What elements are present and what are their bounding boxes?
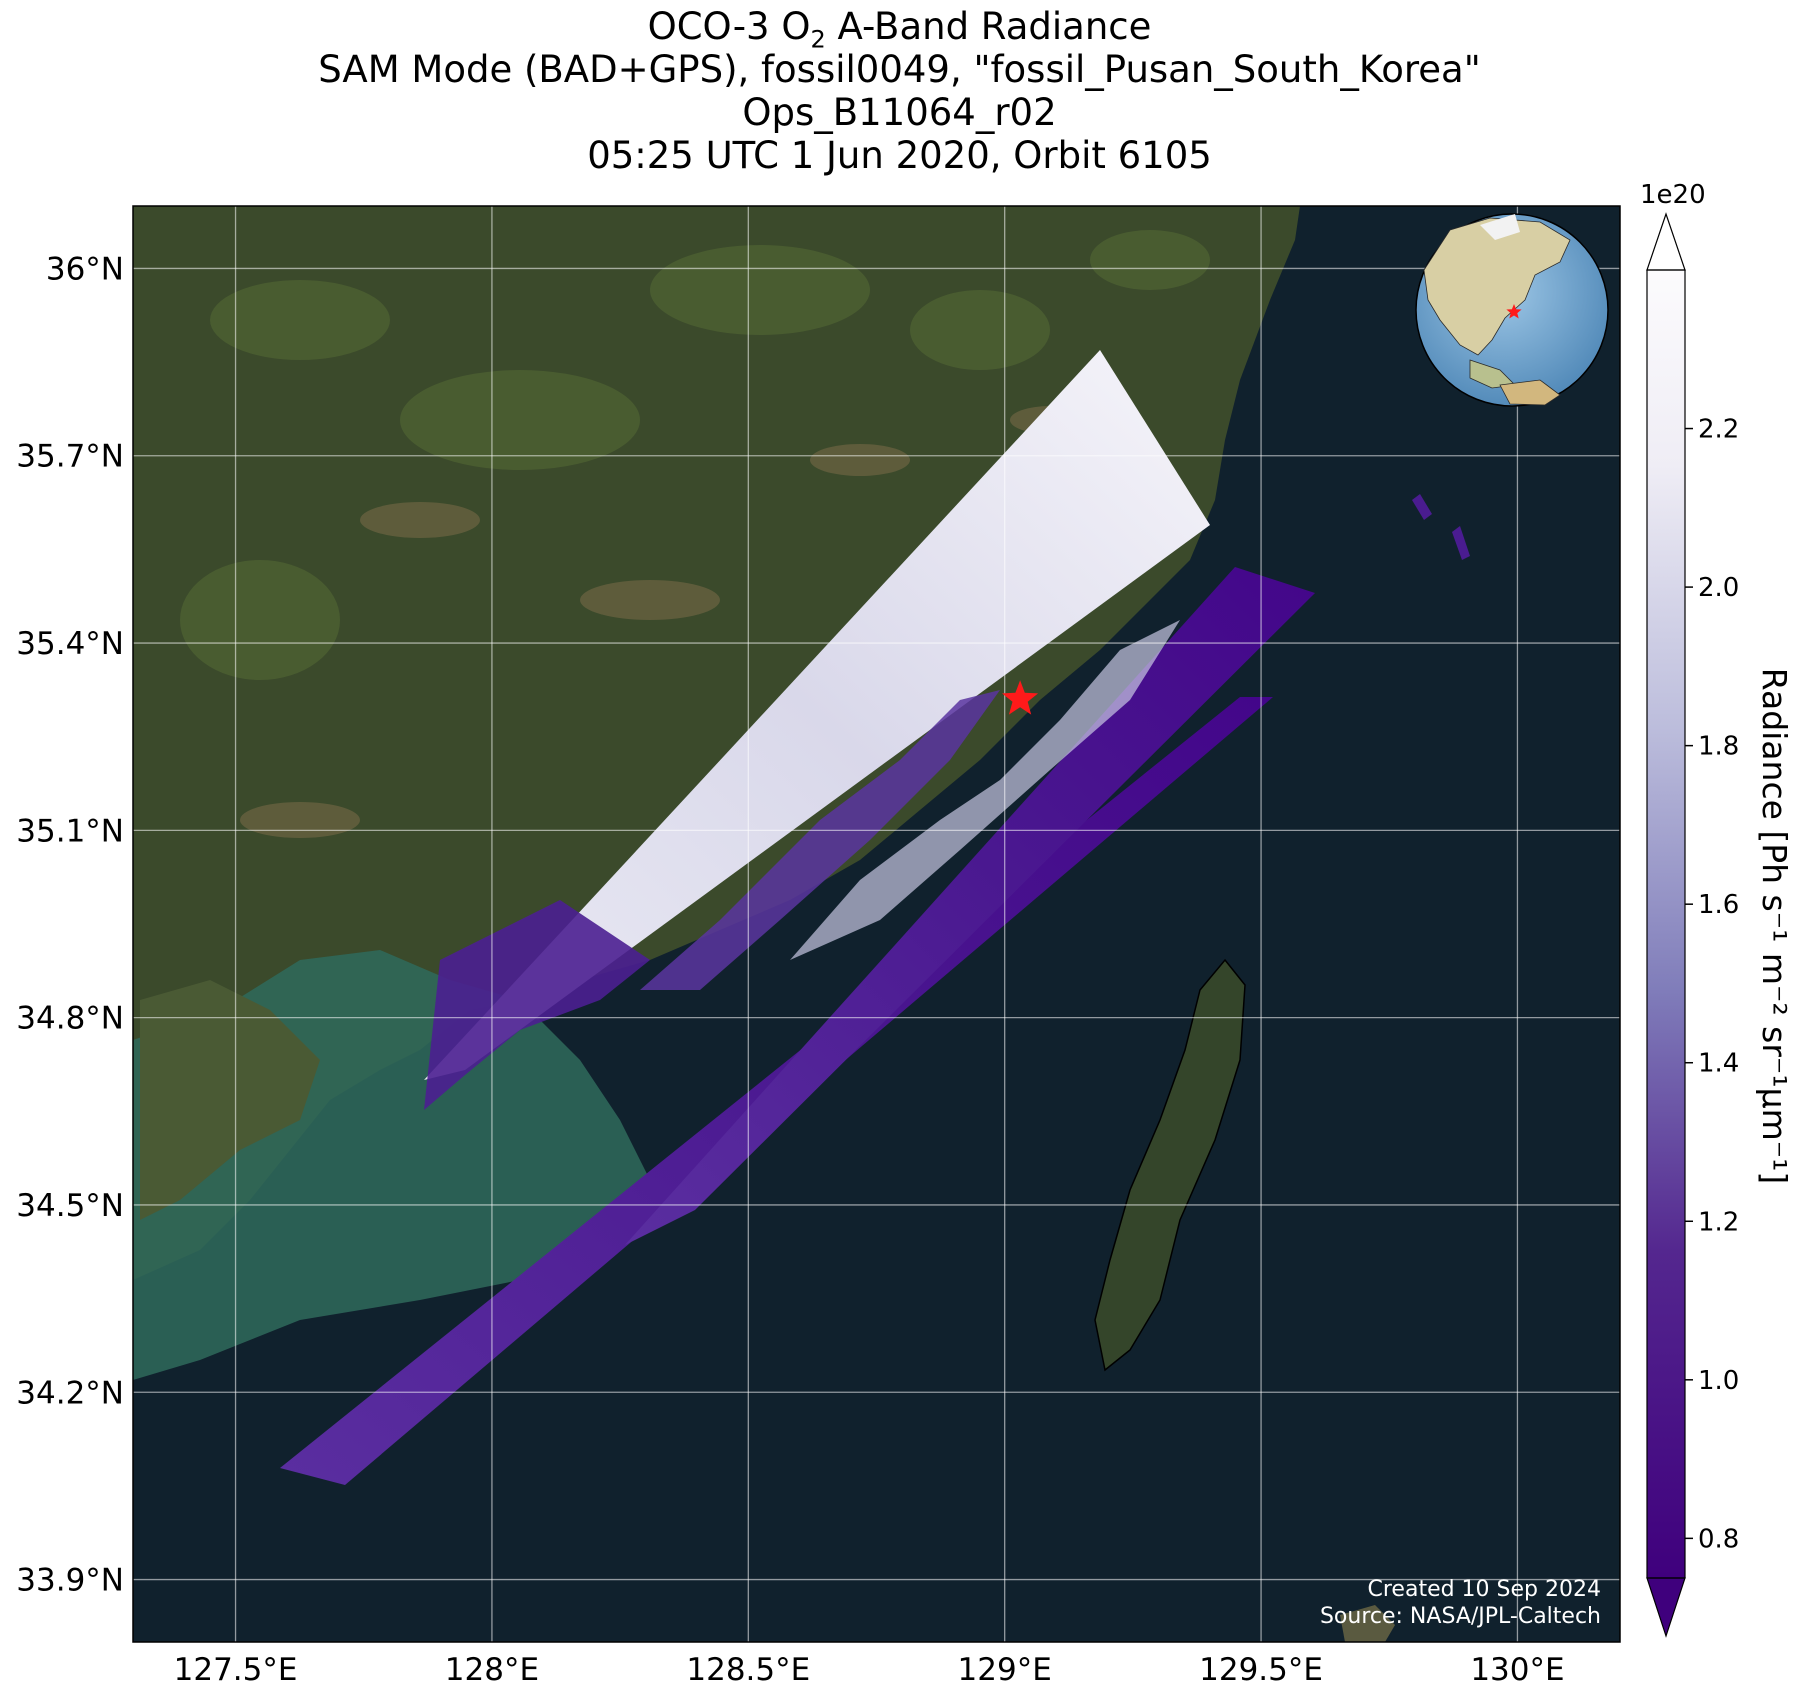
radiance-swaths [280, 350, 1315, 1485]
colorbar-tick-label: 1.2 [1698, 1207, 1739, 1237]
lat-tick-label: 34.2°N [16, 1375, 124, 1411]
lon-tick-labels: 127.5°E 128°E 128.5°E 129°E 129.5°E 130°E [174, 1652, 1565, 1688]
swath-coast-low [640, 690, 1000, 990]
lon-tick-label: 127.5°E [174, 1652, 298, 1688]
colorbar-outline [1646, 269, 1686, 1579]
globe-australia [1499, 379, 1561, 406]
swath-coast-light [790, 620, 1180, 960]
lat-tick-labels: 33.9°N 34.2°N 34.5°N 34.8°N 35.1°N 35.4°N 35.7… [16, 251, 124, 1598]
colorbar-scale: 1e20 [1640, 180, 1706, 210]
small-island-south [1340, 1605, 1395, 1642]
map-area [133, 206, 1620, 1642]
swath-fragment-1 [1412, 494, 1432, 520]
colorbar-tick-label: 1.8 [1698, 732, 1739, 762]
title-line-4: 05:25 UTC 1 Jun 2020, Orbit 6105 [587, 134, 1212, 177]
lon-tick-label: 128°E [445, 1652, 539, 1688]
colorbar: 0.8 1.0 1.2 1.4 1.6 1.8 2.0 2.2 1e20 Radiance [… [1640, 180, 1794, 1638]
lon-tick-label: 130°E [1470, 1652, 1564, 1688]
colorbar-tick-label: 1.4 [1698, 1049, 1739, 1079]
lon-tick-label: 129.5°E [1199, 1652, 1323, 1688]
lat-tick-label: 35.4°N [16, 626, 124, 662]
tsushima-island [1094, 958, 1246, 1372]
globe-greenland-ish [1480, 214, 1520, 240]
gridlines [133, 206, 1620, 1642]
map-frame [132, 205, 1621, 1643]
lat-tick-label: 34.5°N [16, 1188, 124, 1224]
colorbar-extend-min [1646, 1577, 1686, 1638]
colorbar-tick-label: 1.6 [1698, 890, 1739, 920]
lon-tick-label: 128.5°E [686, 1652, 810, 1688]
lat-tick-label: 34.8°N [16, 1001, 124, 1037]
title-subscript-2: 2 [810, 25, 826, 54]
inset-globe [1415, 213, 1609, 407]
lat-tick-label: 36°N [46, 251, 124, 287]
swath-inner-land [424, 350, 1210, 1080]
colorbar-tick-label: 1.0 [1698, 1366, 1739, 1396]
colorbar-tick-label: 2.2 [1698, 415, 1739, 445]
colorbar-tick-label: 0.8 [1698, 1524, 1739, 1554]
colorbar-ticks: 0.8 1.0 1.2 1.4 1.6 1.8 2.0 2.2 [1685, 415, 1739, 1554]
colorbar-extend-max [1646, 212, 1686, 271]
colorbar-tick-label: 2.0 [1698, 573, 1739, 603]
lat-tick-label: 35.7°N [16, 439, 124, 475]
title-line-1: OCO-3 O2 A-Band Radiance [0, 6, 1799, 60]
lat-tick-label: 33.9°N [16, 1563, 124, 1599]
southern-islands [140, 980, 320, 1220]
colorbar-label: Radiance [Ph s⁻¹ m⁻² sr⁻¹μm⁻¹] [1755, 668, 1794, 1184]
title-line-2: SAM Mode (BAD+GPS), fossil0049, "fossil_… [318, 48, 1481, 91]
swath-inner-low [424, 900, 650, 1110]
title-line-3: Ops_B11064_r02 [742, 91, 1057, 134]
lat-tick-label: 35.1°N [16, 813, 124, 849]
terrain-texture [180, 230, 1210, 680]
title-oco3-prefix: OCO-3 O [647, 5, 811, 48]
swath-mid [625, 567, 1315, 1245]
colorbar-gradient [1647, 270, 1685, 1578]
title-aband-suffix: A-Band Radiance [825, 5, 1152, 48]
target-star-marker [1002, 680, 1039, 715]
globe-star-marker [1506, 304, 1522, 319]
source-note: Source: NASA/JPL-Caltech [1319, 1604, 1601, 1629]
swath-fragment-2 [1452, 526, 1470, 560]
created-note: Created 10 Sep 2024 [1367, 1577, 1602, 1602]
lon-tick-label: 129°E [958, 1652, 1052, 1688]
